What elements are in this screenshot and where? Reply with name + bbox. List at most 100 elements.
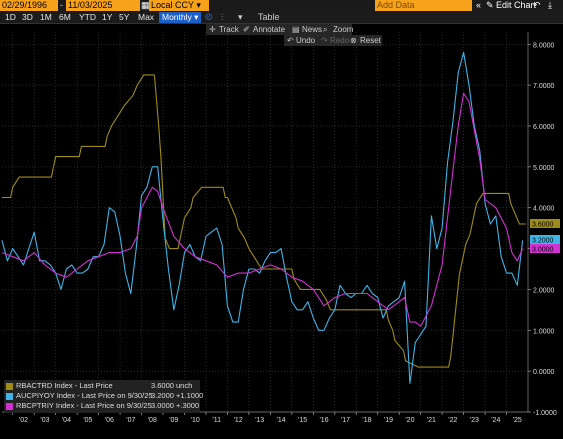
x-tick-label: '15 — [298, 417, 307, 424]
last-price-tag — [530, 219, 560, 228]
chart-grid — [2, 32, 528, 413]
calendar-icon[interactable]: ▦ — [141, 0, 150, 10]
date-separator: - — [60, 0, 63, 10]
chart-tools: ✛ Track ✐ Annotate ▤ News ⌕ Zoom — [206, 24, 354, 35]
last-price-tag — [530, 235, 560, 244]
legend-swatch — [6, 392, 13, 400]
legend-value: 3.2000 — [151, 391, 174, 400]
x-tick-label: '25 — [513, 417, 522, 424]
last-price-text: 3.0000 — [532, 247, 554, 254]
start-date-input[interactable]: 02/29/1996 — [0, 0, 58, 11]
reset-icon[interactable]: ⊗ — [350, 36, 357, 45]
download-icon[interactable]: ⤓ — [548, 0, 552, 10]
tab-5y[interactable]: 5Y — [119, 12, 130, 22]
history-tools: ↶ Undo ↷ Redo ⊗ Reset — [284, 35, 382, 46]
table-button[interactable]: Table — [258, 12, 280, 22]
last-price-text: 3.6000 — [532, 222, 554, 229]
news-icon[interactable]: ▤ — [292, 25, 300, 34]
x-tick-label: '17 — [341, 417, 350, 424]
redo-icon: ↷ — [321, 36, 328, 45]
tab-1m[interactable]: 1M — [40, 12, 52, 22]
undo-icon[interactable]: ↶ — [287, 36, 294, 45]
last-price-label-aucpiyoy: 3.2000 — [530, 235, 560, 245]
line-chart-icon[interactable]: ⦼ — [205, 12, 213, 22]
legend-value: 3.0000 — [151, 401, 174, 410]
last-price-label-rbactrd: 3.6000 — [530, 219, 560, 229]
legend-swatch — [6, 402, 13, 410]
add-data-input[interactable]: Add Data — [375, 0, 472, 11]
undo-arrow-icon[interactable]: ↶ — [533, 0, 541, 10]
redo-button: Redo — [330, 36, 350, 45]
tab-1d[interactable]: 1D — [5, 12, 16, 22]
last-price-tag — [530, 244, 560, 253]
series-line-aucpiyoy — [1, 51, 524, 384]
y-tick-label: 2.0000 — [533, 287, 555, 294]
x-tick-label: '22 — [448, 417, 457, 424]
tab-1y[interactable]: 1Y — [102, 12, 113, 22]
legend-label: AUCPIYOY Index - Last Price on 9/30/25 — [16, 391, 153, 400]
x-axis: '02 '03 '04 '05 '06 '07 '08 '09 '10 '11 '12 '13 '14 '… — [2, 411, 528, 424]
x-tick-label: '20 — [405, 417, 414, 424]
tab-6m[interactable]: 6M — [59, 12, 71, 22]
annotate-icon[interactable]: ✐ — [243, 25, 250, 34]
y-tick-label: 1.0000 — [533, 328, 555, 335]
x-tick-label: '03 — [40, 417, 49, 424]
legend-change: +1.1000 — [176, 391, 204, 400]
x-tick-label: '19 — [384, 417, 393, 424]
legend-value: 3.6000 — [151, 381, 174, 390]
x-tick-label: '21 — [427, 417, 436, 424]
x-tick-label: '07 — [126, 417, 135, 424]
x-tick-label: '11 — [212, 417, 221, 424]
undo-button[interactable]: Undo — [296, 36, 316, 45]
last-price-label-rbcptriy: 3.0000 — [530, 244, 560, 254]
track-button[interactable]: Track — [219, 25, 239, 34]
annotate-button[interactable]: Annotate — [253, 25, 286, 34]
end-date-input[interactable]: 11/03/2025 — [66, 0, 140, 11]
last-price-labels: 3.6000 3.2000 3.0000 — [530, 219, 560, 254]
x-tick-label: '09 — [169, 417, 178, 424]
x-tick-label: '16 — [319, 417, 328, 424]
x-tick-label: '12 — [234, 417, 243, 424]
pencil-icon[interactable]: ✎ — [486, 0, 494, 10]
y-tick-label: 5.0000 — [533, 165, 555, 172]
series-line-rbactrd — [2, 74, 526, 368]
y-tick-label: 0.0000 — [533, 369, 555, 376]
edit-chart-button[interactable]: Edit Chart — [496, 0, 537, 10]
range-tabs: 1D 3D 1M 6M YTD 1Y 5Y Max Monthly ▾ ⦼ ⫶ … — [0, 11, 563, 24]
chevron-double-left-icon[interactable]: « — [476, 0, 482, 10]
zoom-button[interactable]: Zoom — [333, 25, 354, 34]
last-price-text: 3.2000 — [532, 238, 554, 245]
x-tick-label: '13 — [255, 417, 264, 424]
candle-chart-icon[interactable]: ⫶ — [221, 12, 224, 22]
x-tick-label: '10 — [191, 417, 200, 424]
price-chart[interactable]: -1.0000 0.0000 1.0000 2.0000 3.0000 4.0000 5.0… — [0, 24, 563, 439]
currency-select[interactable]: Local CCY ▾ — [149, 0, 209, 11]
chart-type-dropdown-icon[interactable]: ▾ — [238, 12, 243, 22]
legend-swatch — [6, 382, 13, 390]
reset-button[interactable]: Reset — [360, 36, 381, 45]
x-tick-label: '05 — [83, 417, 92, 424]
x-tick-label: '14 — [277, 417, 286, 424]
y-tick-label: 6.0000 — [533, 124, 555, 131]
x-tick-label: '08 — [148, 417, 157, 424]
legend-item-rbactrd[interactable]: RBACTRD Index - Last Price 3.6000 unch — [6, 381, 192, 391]
zoom-icon[interactable]: ⌕ — [323, 25, 328, 34]
frequency-select[interactable]: Monthly ▾ — [159, 12, 202, 23]
x-tick-label: '06 — [105, 417, 114, 424]
x-tick-label: '23 — [470, 417, 479, 424]
legend-change: +.3000 — [176, 401, 200, 410]
news-button[interactable]: News — [302, 25, 323, 34]
x-tick-label: '04 — [62, 417, 71, 424]
legend-item-aucpiyoy[interactable]: AUCPIYOY Index - Last Price on 9/30/25 3… — [6, 391, 203, 401]
legend-change: unch — [176, 381, 193, 390]
legend-label: RBACTRD Index - Last Price — [16, 381, 113, 390]
legend-item-rbcptriy[interactable]: RBCPTRIY Index - Last Price on 9/30/25 3… — [6, 401, 199, 411]
tab-max[interactable]: Max — [138, 12, 155, 22]
x-tick-label: '24 — [491, 417, 500, 424]
x-tick-label: '18 — [362, 417, 371, 424]
y-tick-label: 7.0000 — [533, 83, 555, 90]
x-tick-label: '02 — [19, 417, 28, 424]
crosshair-icon[interactable]: ✛ — [209, 25, 216, 34]
tab-ytd[interactable]: YTD — [79, 12, 96, 22]
tab-3d[interactable]: 3D — [22, 12, 33, 22]
